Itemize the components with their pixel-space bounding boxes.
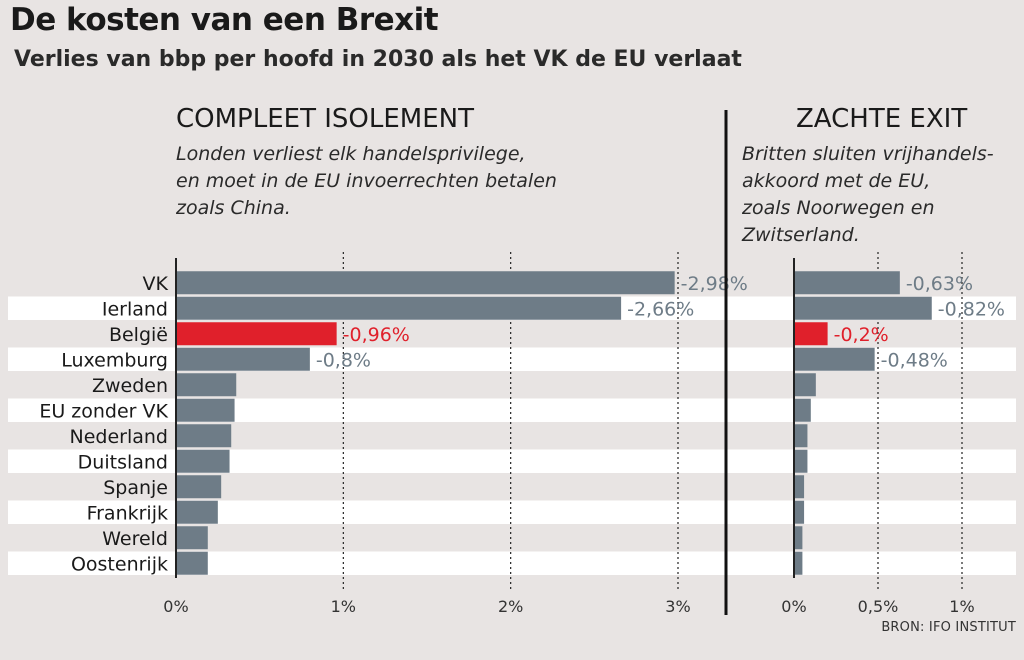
data-label: -0,48% bbox=[881, 349, 948, 371]
row-stripe bbox=[8, 500, 1016, 524]
category-label: Oostenrijk bbox=[71, 553, 168, 575]
bar-ierland bbox=[176, 296, 622, 320]
bar-nederland bbox=[794, 424, 808, 448]
bar-wereld bbox=[176, 526, 208, 550]
data-label: -2,66% bbox=[627, 298, 694, 320]
panel-title-compleet-isolement: COMPLEET ISOLEMENT bbox=[176, 104, 474, 134]
bar-wereld bbox=[794, 526, 803, 550]
bar-belgi- bbox=[794, 322, 828, 346]
bar-oostenrijk bbox=[794, 551, 803, 575]
row-stripe bbox=[8, 398, 1016, 422]
x-tick-label: 0% bbox=[163, 597, 188, 616]
chart-subtitle: Verlies van bbp per hoofd in 2030 als he… bbox=[14, 47, 742, 72]
bar-vk bbox=[794, 271, 900, 295]
category-label: Ierland bbox=[102, 298, 168, 320]
bar-belgi- bbox=[176, 322, 337, 346]
category-label: Duitsland bbox=[78, 451, 168, 473]
chart-title: De kosten van een Brexit bbox=[10, 2, 439, 38]
category-label: Frankrijk bbox=[87, 502, 168, 524]
bar-duitsland bbox=[794, 449, 808, 473]
category-label: België bbox=[109, 324, 168, 346]
x-tick-label: 1% bbox=[331, 597, 356, 616]
panel-title-zachte-exit: ZACHTE EXIT bbox=[796, 104, 968, 134]
data-label: -0,96% bbox=[343, 324, 410, 346]
bar-frankrijk bbox=[794, 500, 805, 524]
data-label: -0,2% bbox=[834, 324, 889, 346]
category-label: VK bbox=[143, 273, 169, 295]
row-stripe bbox=[8, 551, 1016, 575]
data-label: -2,98% bbox=[681, 273, 748, 295]
category-label: EU zonder VK bbox=[39, 400, 168, 422]
bar-luxemburg bbox=[176, 347, 310, 371]
bar-spanje bbox=[176, 475, 222, 499]
category-label: Zweden bbox=[92, 375, 168, 397]
data-label: -0,8% bbox=[316, 349, 371, 371]
bar-spanje bbox=[794, 475, 805, 499]
x-tick-label: 0,5% bbox=[858, 597, 899, 616]
category-label: Nederland bbox=[70, 426, 169, 448]
bar-duitsland bbox=[176, 449, 230, 473]
x-tick-label: 3% bbox=[665, 597, 690, 616]
bar-eu-zonder-vk bbox=[794, 398, 811, 422]
source-note: BRON: IFO INSTITUT bbox=[881, 620, 1016, 635]
bar-nederland bbox=[176, 424, 232, 448]
bar-ierland bbox=[794, 296, 932, 320]
data-label: -0,82% bbox=[938, 298, 1005, 320]
category-label: Wereld bbox=[102, 528, 168, 550]
panel-description-compleet-isolement: Londen verliest elk handelsprivilege, en… bbox=[176, 143, 557, 219]
panel-description-zachte-exit: Britten sluiten vrijhandels- akkoord met… bbox=[742, 143, 994, 246]
category-label: Spanje bbox=[103, 477, 168, 499]
data-label: -0,63% bbox=[906, 273, 973, 295]
x-tick-label: 0% bbox=[781, 597, 806, 616]
bar-frankrijk bbox=[176, 500, 218, 524]
bar-eu-zonder-vk bbox=[176, 398, 235, 422]
category-label: Luxemburg bbox=[61, 349, 168, 371]
row-stripe bbox=[8, 449, 1016, 473]
x-tick-label: 1% bbox=[949, 597, 974, 616]
bar-zweden bbox=[176, 373, 237, 397]
bar-zweden bbox=[794, 373, 816, 397]
x-tick-label: 2% bbox=[498, 597, 523, 616]
bar-oostenrijk bbox=[176, 551, 208, 575]
bar-luxemburg bbox=[794, 347, 875, 371]
bar-vk bbox=[176, 271, 675, 295]
